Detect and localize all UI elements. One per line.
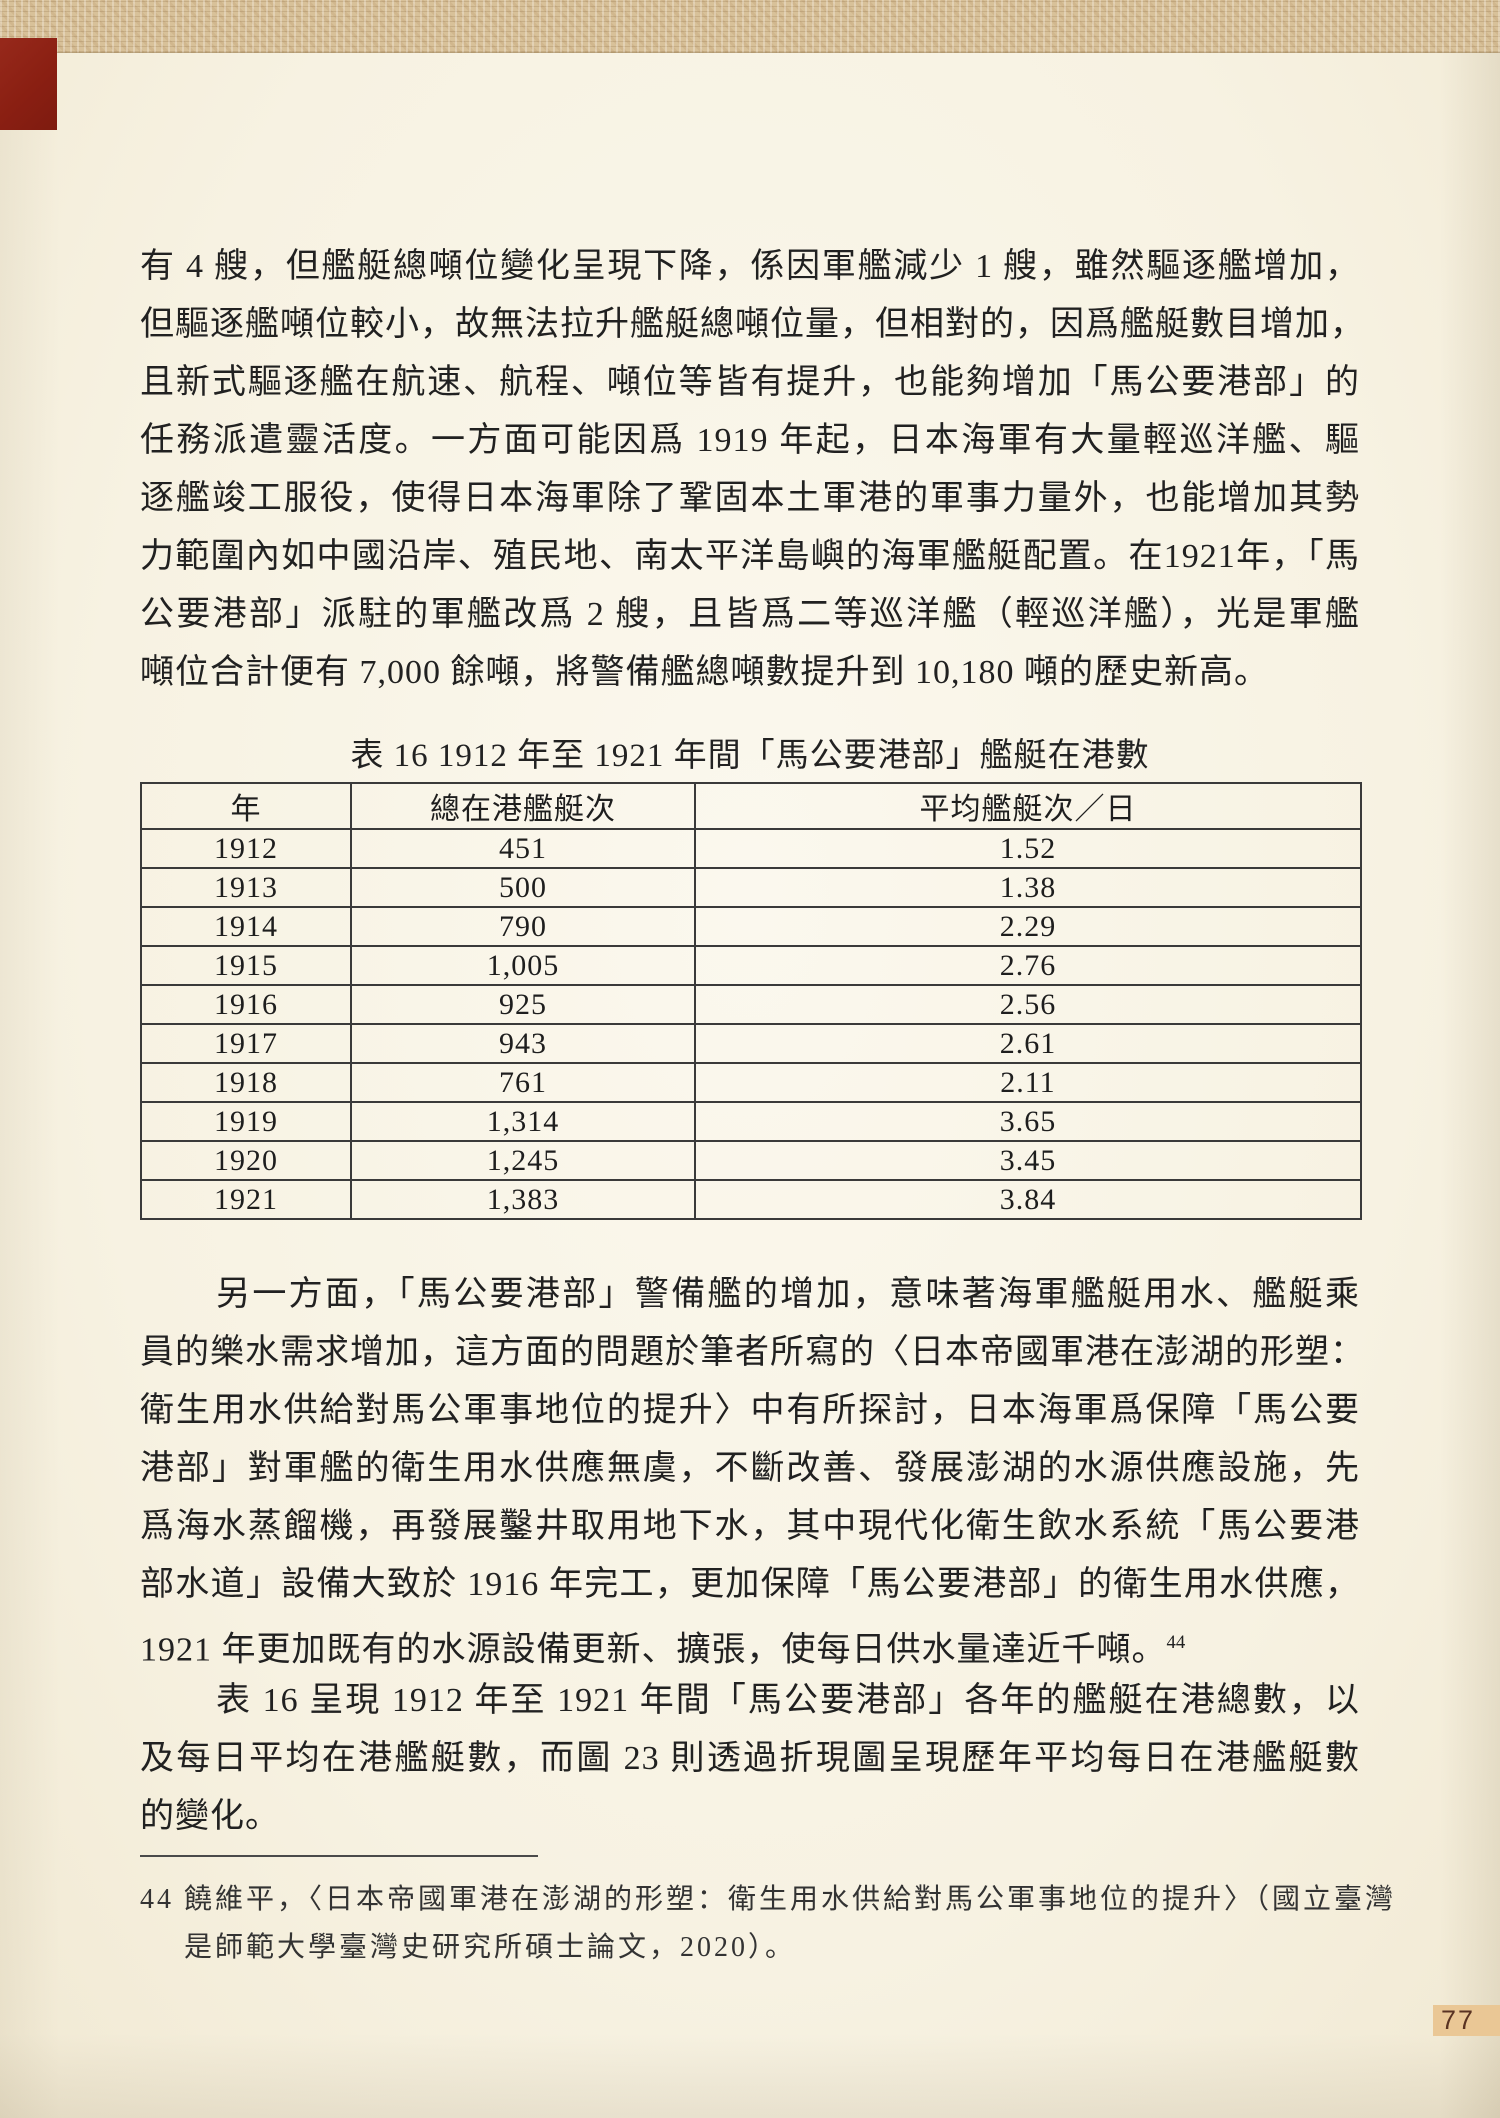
footnote: 44 饒維平，〈日本帝國軍港在澎湖的形塑：衛生用水供給對馬公軍事地位的提升〉（國… bbox=[140, 1876, 1397, 1972]
text-line: 1921 年更加既有的水源設備更新、擴張，使每日供水量達近千噸。44 bbox=[140, 1631, 1186, 1669]
table-cell: 1919 bbox=[140, 1101, 352, 1142]
table-row: 1914 790 2.29 bbox=[140, 906, 1362, 947]
text-line: 是師範大學臺灣史研究所碩士論文，2020）。 bbox=[184, 1932, 797, 1963]
table-cell: 1918 bbox=[140, 1062, 352, 1103]
table-cell: 1.52 bbox=[694, 828, 1362, 869]
text-line: 有 4 艘，但艦艇總噸位變化呈現下降，係因軍艦減少 1 艘，雖然驅逐艦增加， bbox=[140, 248, 1360, 285]
table-body: 1912 451 1.52 1913 500 1.38 1914 790 2.29 1915 1,0… bbox=[140, 828, 1362, 1220]
text-line: 爲海水蒸餾機，再發展鑿井取用地下水，其中現代化衛生飲水系統「馬公要港 bbox=[140, 1508, 1360, 1545]
table-cell: 1.38 bbox=[694, 867, 1362, 908]
text-line: 力範圍內如中國沿岸、殖民地、南太平洋島嶼的海軍艦艇配置。在1921年，「馬 bbox=[140, 538, 1360, 575]
table-caption: 表 16 1912 年至 1921 年間「馬公要港部」艦艇在港數 bbox=[350, 738, 1150, 774]
text-line: 逐艦竣工服役，使得日本海軍除了鞏固本土軍港的軍事力量外，也能增加其勢 bbox=[140, 480, 1360, 517]
table-cell: 1915 bbox=[140, 945, 352, 986]
text-line: 且新式驅逐艦在航速、航程、噸位等皆有提升，也能夠增加「馬公要港部」的 bbox=[140, 364, 1360, 401]
table-cell: 925 bbox=[350, 984, 696, 1025]
table-cell: 500 bbox=[350, 867, 696, 908]
paragraph-water-supply: 另一方面，「馬公要港部」警備艦的增加，意味著海軍艦艇用水、艦艇乘員的樂水需求增加… bbox=[140, 1266, 1365, 1672]
table-cell: 3.45 bbox=[694, 1140, 1362, 1181]
table-cell: 1,314 bbox=[350, 1101, 696, 1142]
table-row: 1916 925 2.56 bbox=[140, 984, 1362, 1025]
text-line: 港部」對軍艦的衛生用水供應無虞，不斷改善、發展澎湖的水源供應設施，先 bbox=[140, 1450, 1360, 1487]
text-line: 的變化。 bbox=[140, 1798, 280, 1835]
text-line: 但驅逐艦噸位較小，故無法拉升艦艇總噸位量，但相對的，因爲艦艇數目增加， bbox=[140, 306, 1365, 343]
table-cell: 1,383 bbox=[350, 1179, 696, 1220]
ships-in-port-table: 年總在港艦艇次 平均艦艇次／日 1912 451 1.52 1913 500 1.38 191… bbox=[140, 782, 1362, 1220]
table-cell: 1,005 bbox=[350, 945, 696, 986]
table-cell: 2.11 bbox=[694, 1062, 1362, 1103]
table-cell: 1921 bbox=[140, 1179, 352, 1220]
table-cell: 2.29 bbox=[694, 906, 1362, 947]
table-row: 1918 761 2.11 bbox=[140, 1062, 1362, 1103]
table-cell: 790 bbox=[350, 906, 696, 947]
paragraph-fleet-tonnage: 有 4 艘，但艦艇總噸位變化呈現下降，係因軍艦減少 1 艘，雖然驅逐艦增加， 但驅… bbox=[140, 238, 1365, 702]
table-cell: 1912 bbox=[140, 828, 352, 869]
paragraph-table-figure-summary: 表 16 呈現 1912 年至 1921 年間「馬公要港部」各年的艦艇在港總數，… bbox=[140, 1672, 1360, 1846]
text-line: 及每日平均在港艦艇數，而圖 23 則透過折現圖呈現歷年平均每日在港艦艇數 bbox=[140, 1740, 1360, 1777]
column-header: 年 bbox=[140, 782, 352, 830]
table-row: 1913 500 1.38 bbox=[140, 867, 1362, 908]
table-cell: 1916 bbox=[140, 984, 352, 1025]
table-header-row: 年總在港艦艇次 平均艦艇次／日 bbox=[140, 782, 1362, 830]
table-header: 年總在港艦艇次 平均艦艇次／日 bbox=[140, 782, 1362, 830]
table-cell: 1914 bbox=[140, 906, 352, 947]
table-row: 1921 1,383 3.84 bbox=[140, 1179, 1362, 1220]
table-cell: 1920 bbox=[140, 1140, 352, 1181]
table-row: 1919 1,314 3.65 bbox=[140, 1101, 1362, 1142]
table-cell: 1913 bbox=[140, 867, 352, 908]
text-line: 公要港部」派駐的軍艦改爲 2 艘，且皆爲二等巡洋艦（輕巡洋艦），光是軍艦 bbox=[140, 596, 1360, 633]
text-line: 員的樂水需求增加，這方面的問題於筆者所寫的〈日本帝國軍港在澎湖的形塑： bbox=[140, 1334, 1365, 1371]
text-line: 任務派遣靈活度。一方面可能因爲 1919 年起，日本海軍有大量輕巡洋艦、驅 bbox=[140, 422, 1360, 459]
column-header: 總在港艦艇次 bbox=[350, 782, 696, 830]
table-row: 1920 1,245 3.45 bbox=[140, 1140, 1362, 1181]
table-row: 1915 1,005 2.76 bbox=[140, 945, 1362, 986]
table-cell: 2.76 bbox=[694, 945, 1362, 986]
text-line: 表 16 呈現 1912 年至 1921 年間「馬公要港部」各年的艦艇在港總數，… bbox=[216, 1682, 1360, 1719]
table-cell: 943 bbox=[350, 1023, 696, 1064]
table-cell: 3.84 bbox=[694, 1179, 1362, 1220]
table-cell: 761 bbox=[350, 1062, 696, 1103]
table-cell: 3.65 bbox=[694, 1101, 1362, 1142]
red-bookmark-block bbox=[0, 38, 57, 130]
table-cell: 451 bbox=[350, 828, 696, 869]
table-row: 1912 451 1.52 bbox=[140, 828, 1362, 869]
text-line: 衛生用水供給對馬公軍事地位的提升〉中有所探討，日本海軍爲保障「馬公要 bbox=[140, 1392, 1360, 1429]
text-line: 另一方面，「馬公要港部」警備艦的增加，意味著海軍艦艇用水、艦艇乘 bbox=[216, 1276, 1360, 1313]
page-number-badge: 77 bbox=[1433, 2005, 1500, 2036]
column-header: 平均艦艇次／日 bbox=[694, 782, 1362, 830]
text-line: 部水道」設備大致於 1916 年完工，更加保障「馬公要港部」的衛生用水供應， bbox=[140, 1566, 1360, 1603]
text-line: 噸位合計便有 7,000 餘噸，將警備艦總噸數提升到 10,180 噸的歷史新高… bbox=[140, 654, 1269, 691]
top-texture-band bbox=[0, 0, 1500, 53]
table-cell: 2.56 bbox=[694, 984, 1362, 1025]
footnote-divider bbox=[140, 1855, 538, 1857]
text-line: 44 饒維平，〈日本帝國軍港在澎湖的形塑：衛生用水供給對馬公軍事地位的提升〉（國… bbox=[140, 1884, 1397, 1915]
footnote-ref: 44 bbox=[1166, 1632, 1186, 1653]
table-cell: 1,245 bbox=[350, 1140, 696, 1181]
table-row: 1917 943 2.61 bbox=[140, 1023, 1362, 1064]
table-cell: 1917 bbox=[140, 1023, 352, 1064]
table-cell: 2.61 bbox=[694, 1023, 1362, 1064]
